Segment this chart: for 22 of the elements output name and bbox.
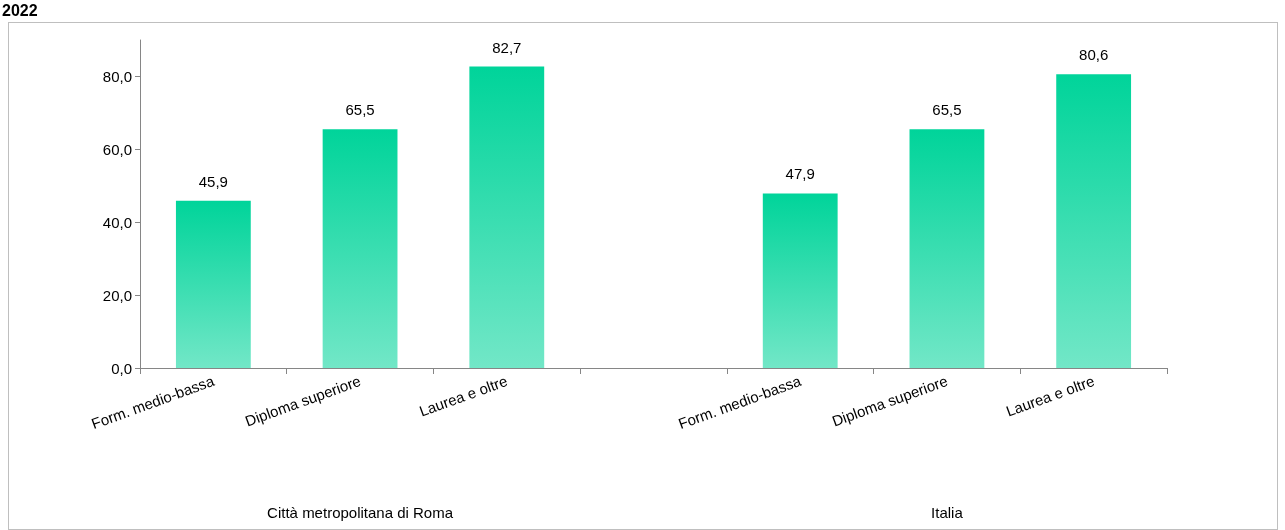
data-label: 65,5: [345, 101, 375, 119]
bar: [909, 129, 985, 368]
text: Italia: [931, 504, 964, 521]
y-tick-label: 40,0: [102, 213, 132, 231]
data-label: 65,5: [932, 101, 962, 119]
data-label: 82,7: [492, 38, 522, 56]
data-label: 45,9: [198, 172, 228, 190]
text: Città metropolitana di Roma: [267, 504, 454, 521]
data-label: 47,9: [785, 165, 815, 183]
x-tick-label: Laurea e oltre: [1003, 372, 1097, 420]
bar: [175, 200, 251, 368]
y-tick-label: 60,0: [102, 140, 132, 158]
chart-title: 2022: [2, 1, 38, 19]
data-label: 80,6: [1079, 46, 1109, 64]
y-tick-label: 80,0: [102, 67, 132, 85]
x-tick-label: Laurea e oltre: [416, 372, 510, 420]
y-tick-label: 20,0: [102, 286, 132, 304]
bar: [1056, 74, 1132, 368]
bar: [762, 193, 838, 368]
y-tick-label: 0,0: [111, 359, 132, 377]
bar: [322, 129, 398, 368]
bar: [469, 66, 545, 368]
